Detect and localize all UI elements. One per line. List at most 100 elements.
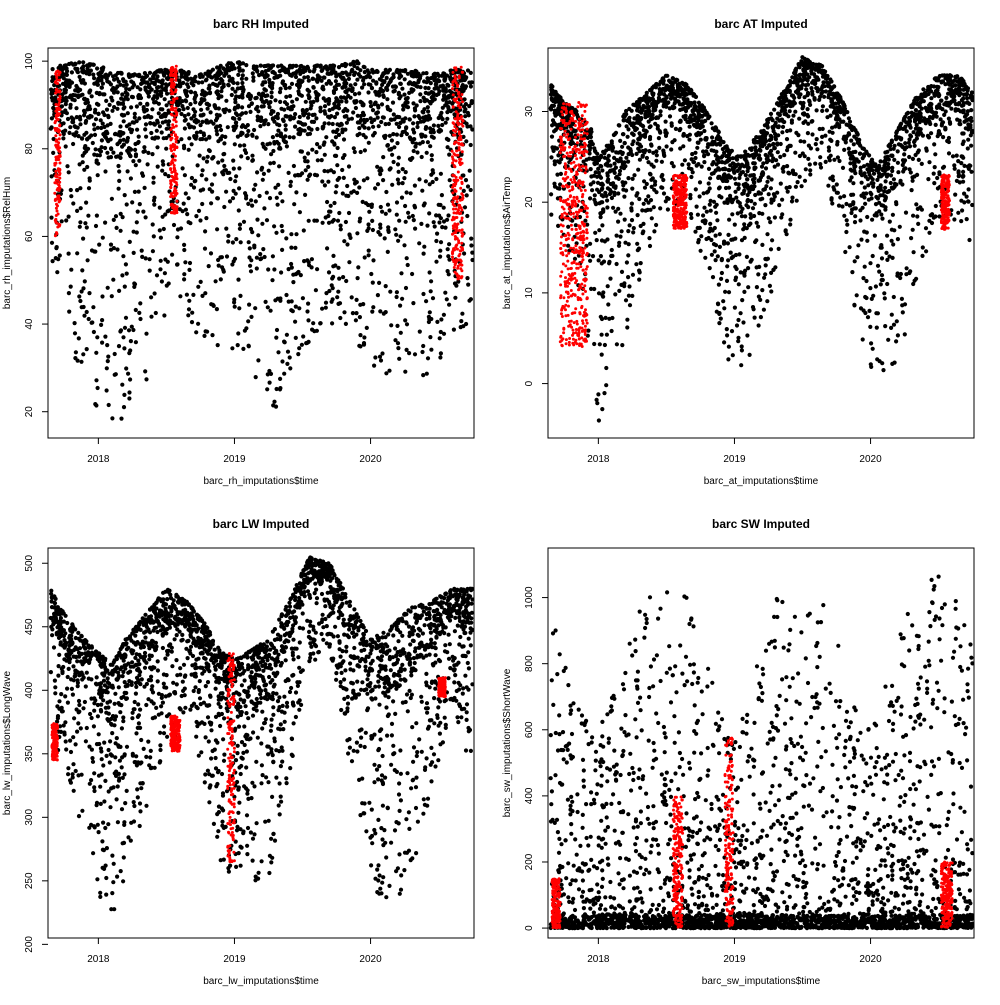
observed-point bbox=[395, 213, 399, 217]
observed-point bbox=[711, 275, 715, 279]
observed-point bbox=[340, 86, 344, 90]
imputed-point bbox=[459, 267, 462, 270]
observed-point bbox=[209, 201, 213, 205]
observed-point bbox=[330, 276, 334, 280]
observed-point bbox=[85, 347, 89, 351]
observed-point bbox=[934, 204, 938, 208]
imputed-point bbox=[455, 127, 458, 130]
observed-point bbox=[861, 276, 865, 280]
observed-point bbox=[453, 281, 457, 285]
observed-point bbox=[356, 276, 360, 280]
observed-point bbox=[713, 249, 717, 253]
imputed-point bbox=[454, 77, 457, 80]
observed-point bbox=[214, 279, 218, 283]
observed-point bbox=[406, 100, 410, 104]
observed-point bbox=[93, 108, 97, 112]
observed-point bbox=[236, 73, 240, 77]
observed-point bbox=[223, 135, 227, 139]
observed-point bbox=[71, 142, 75, 146]
observed-point bbox=[117, 169, 121, 173]
observed-point bbox=[182, 248, 186, 252]
observed-point bbox=[435, 232, 439, 236]
observed-point bbox=[153, 71, 157, 75]
observed-point bbox=[64, 72, 68, 76]
observed-point bbox=[422, 96, 426, 100]
observed-point bbox=[112, 218, 116, 222]
imputed-point bbox=[451, 84, 454, 87]
observed-point bbox=[853, 214, 857, 218]
observed-point bbox=[389, 79, 393, 83]
imputed-point bbox=[451, 256, 454, 259]
imputed-point bbox=[460, 192, 463, 195]
observed-point bbox=[122, 346, 126, 350]
observed-point bbox=[316, 158, 320, 162]
observed-point bbox=[432, 130, 436, 134]
observed-point bbox=[392, 112, 396, 116]
observed-point bbox=[704, 237, 708, 241]
observed-point bbox=[199, 108, 203, 112]
observed-point bbox=[324, 291, 328, 295]
observed-point bbox=[682, 132, 686, 136]
observed-point bbox=[769, 247, 773, 251]
observed-point bbox=[216, 258, 220, 262]
observed-point bbox=[70, 97, 74, 101]
observed-point bbox=[615, 234, 619, 238]
observed-point bbox=[426, 140, 430, 144]
observed-point bbox=[769, 186, 773, 190]
observed-point bbox=[87, 317, 91, 321]
observed-point bbox=[588, 196, 592, 200]
observed-point bbox=[144, 122, 148, 126]
observed-point bbox=[246, 129, 250, 133]
observed-point bbox=[720, 257, 724, 261]
observed-point bbox=[465, 276, 469, 280]
observed-point bbox=[385, 76, 389, 80]
observed-point bbox=[208, 91, 212, 95]
observed-point bbox=[201, 75, 205, 79]
observed-point bbox=[352, 73, 356, 77]
observed-point bbox=[100, 70, 104, 74]
observed-point bbox=[91, 141, 95, 145]
observed-point bbox=[748, 353, 752, 357]
observed-point bbox=[824, 89, 828, 93]
observed-point bbox=[820, 109, 824, 113]
observed-point bbox=[658, 206, 662, 210]
imputed-point bbox=[53, 181, 56, 184]
observed-point bbox=[637, 247, 641, 251]
observed-point bbox=[398, 82, 402, 86]
observed-point bbox=[307, 174, 311, 178]
observed-point bbox=[915, 214, 919, 218]
observed-point bbox=[110, 109, 114, 113]
observed-point bbox=[741, 320, 745, 324]
observed-point bbox=[932, 181, 936, 185]
imputed-point bbox=[461, 100, 464, 103]
observed-point bbox=[402, 243, 406, 247]
observed-point bbox=[274, 336, 278, 340]
observed-point bbox=[307, 219, 311, 223]
imputed-point bbox=[456, 277, 459, 280]
observed-point bbox=[395, 133, 399, 137]
observed-point bbox=[289, 246, 293, 250]
observed-point bbox=[806, 131, 810, 135]
observed-point bbox=[916, 207, 920, 211]
observed-point bbox=[306, 88, 310, 92]
observed-point bbox=[850, 175, 854, 179]
observed-point bbox=[556, 224, 560, 228]
y-axis-label: barc_at_imputations$AirTemp bbox=[502, 176, 513, 309]
observed-point bbox=[445, 117, 449, 121]
observed-point bbox=[237, 166, 241, 170]
observed-point bbox=[374, 70, 378, 74]
observed-point bbox=[439, 317, 443, 321]
observed-point bbox=[214, 126, 218, 130]
observed-point bbox=[625, 260, 629, 264]
observed-point bbox=[164, 147, 168, 151]
observed-point bbox=[710, 253, 714, 257]
observed-point bbox=[303, 193, 307, 197]
observed-point bbox=[842, 148, 846, 152]
observed-point bbox=[135, 128, 139, 132]
observed-point bbox=[390, 183, 394, 187]
observed-point bbox=[304, 168, 308, 172]
observed-point bbox=[81, 286, 85, 290]
observed-point bbox=[58, 253, 62, 257]
observed-point bbox=[740, 348, 744, 352]
observed-point bbox=[619, 283, 623, 287]
